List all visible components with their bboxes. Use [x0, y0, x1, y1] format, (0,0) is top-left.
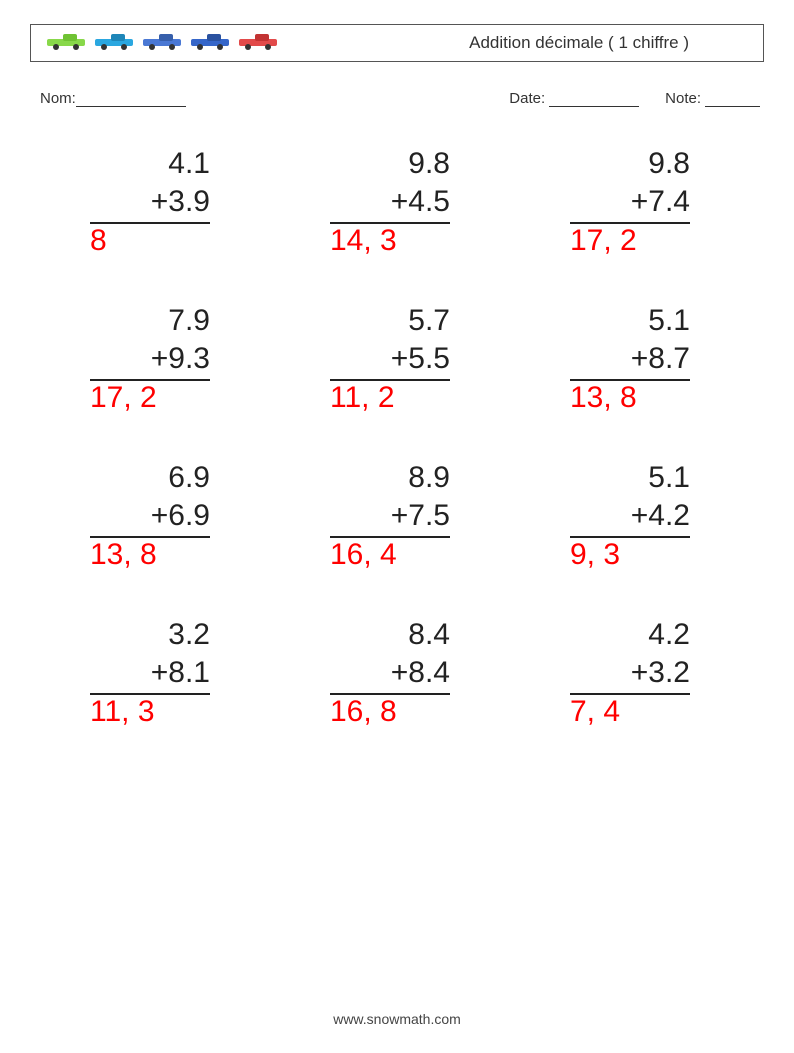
answer: 14, 3 [330, 224, 397, 258]
compact-icon [189, 32, 233, 55]
operand-b: +7.4 [570, 183, 690, 221]
operand-b: +7.5 [330, 497, 450, 535]
problem: 9.8+4.514, 3 [300, 145, 500, 258]
pickup-icon [141, 32, 185, 55]
problem: 8.9+7.516, 4 [300, 459, 500, 572]
problem: 9.8+7.417, 2 [540, 145, 740, 258]
rule-line [90, 222, 210, 224]
sedan-icon [93, 32, 137, 55]
operand-b: +4.2 [570, 497, 690, 535]
problem: 7.9+9.317, 2 [60, 302, 260, 415]
problem: 5.1+4.29, 3 [540, 459, 740, 572]
name-underline [76, 93, 186, 107]
operand-b: +3.2 [570, 654, 690, 692]
answer: 11, 2 [330, 381, 395, 415]
answer: 13, 8 [570, 381, 637, 415]
truck-icon [45, 32, 89, 55]
operand-b: +8.1 [90, 654, 210, 692]
answer: 16, 4 [330, 538, 397, 572]
answer: 11, 3 [90, 695, 155, 729]
info-fields: Nom: Date: Note: [40, 90, 760, 107]
vehicle-row [45, 32, 281, 55]
problem: 6.9+6.913, 8 [60, 459, 260, 572]
problem: 3.2+8.111, 3 [60, 616, 260, 729]
sport-icon [237, 32, 281, 55]
operand-a: 8.9 [330, 459, 450, 497]
note-underline [705, 93, 760, 107]
note-label: Note: [665, 90, 701, 107]
answer: 9, 3 [570, 538, 620, 572]
answer: 7, 4 [570, 695, 620, 729]
problem-grid: 4.1+3.989.8+4.514, 39.8+7.417, 27.9+9.31… [60, 145, 740, 729]
operand-a: 9.8 [330, 145, 450, 183]
answer: 8 [90, 224, 107, 258]
operand-b: +4.5 [330, 183, 450, 221]
operand-a: 8.4 [330, 616, 450, 654]
operand-b: +8.4 [330, 654, 450, 692]
problem: 4.1+3.98 [60, 145, 260, 258]
operand-a: 3.2 [90, 616, 210, 654]
date-underline [549, 93, 639, 107]
operand-b: +5.5 [330, 340, 450, 378]
problem: 5.1+8.713, 8 [540, 302, 740, 415]
problem: 5.7+5.511, 2 [300, 302, 500, 415]
answer: 17, 2 [570, 224, 637, 258]
problem: 8.4+8.416, 8 [300, 616, 500, 729]
footer-url: www.snowmath.com [0, 1011, 794, 1027]
operand-a: 4.1 [90, 145, 210, 183]
date-label: Date: [509, 90, 545, 107]
operand-a: 9.8 [570, 145, 690, 183]
operand-a: 4.2 [570, 616, 690, 654]
operand-b: +8.7 [570, 340, 690, 378]
answer: 13, 8 [90, 538, 157, 572]
operand-b: +6.9 [90, 497, 210, 535]
answer: 17, 2 [90, 381, 157, 415]
header-box: Addition décimale ( 1 chiffre ) [30, 24, 764, 62]
operand-b: +9.3 [90, 340, 210, 378]
worksheet-title: Addition décimale ( 1 chiffre ) [469, 33, 749, 53]
answer: 16, 8 [330, 695, 397, 729]
operand-a: 7.9 [90, 302, 210, 340]
operand-a: 5.1 [570, 302, 690, 340]
operand-a: 5.1 [570, 459, 690, 497]
problem: 4.2+3.27, 4 [540, 616, 740, 729]
operand-b: +3.9 [90, 183, 210, 221]
operand-a: 5.7 [330, 302, 450, 340]
operand-a: 6.9 [90, 459, 210, 497]
name-label: Nom: [40, 90, 76, 107]
